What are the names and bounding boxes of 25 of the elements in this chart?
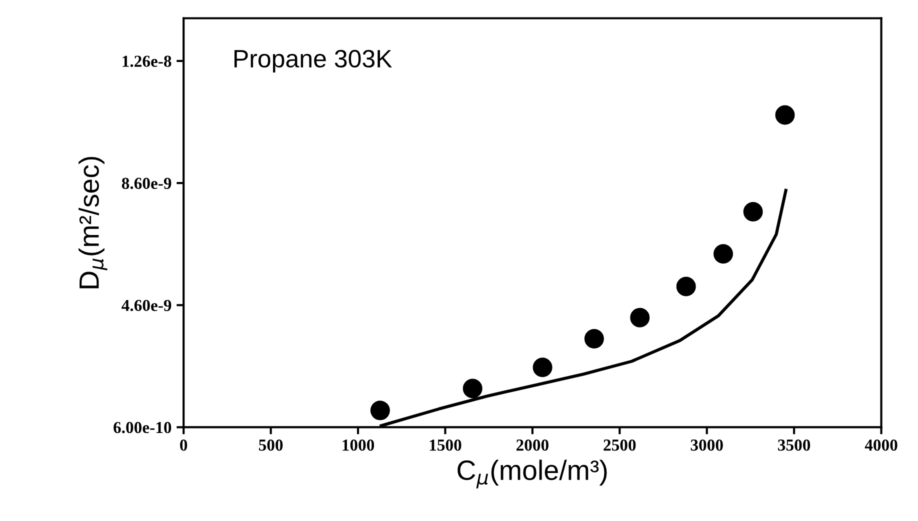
point (462, 378, 482, 398)
point (714, 244, 734, 264)
point (743, 202, 763, 222)
x-tick-label: 4000 (864, 440, 898, 451)
point (370, 400, 390, 420)
y-tick-label: 1.26e-8 (122, 56, 172, 67)
y-tick-label: 8.60e-9 (122, 178, 172, 190)
point (584, 328, 604, 348)
x-tick-label: 3500 (778, 440, 810, 451)
x-tick-label: 2000 (516, 440, 548, 451)
point (775, 105, 795, 125)
x-tick-label: 2500 (604, 440, 636, 451)
x-tick-label: 0 (180, 440, 188, 451)
x-tick-label: 3000 (690, 440, 723, 451)
point (532, 358, 552, 378)
y-axis-title: D$_{μ}$(m²/sec) (78, 156, 108, 288)
x-tick-label: 1000 (342, 440, 374, 451)
x-tick-label: 1500 (430, 440, 462, 451)
x-tick-label: 500 (258, 440, 283, 451)
annotation: Propane 303K (234, 50, 392, 72)
point (676, 276, 696, 296)
x-axis-title: C$_{μ}$(mole/m³) (458, 460, 607, 488)
point (630, 308, 650, 328)
y-tick-label: 4.60e-9 (122, 300, 172, 312)
y-tick-label: 6.00e-10 (114, 422, 172, 434)
